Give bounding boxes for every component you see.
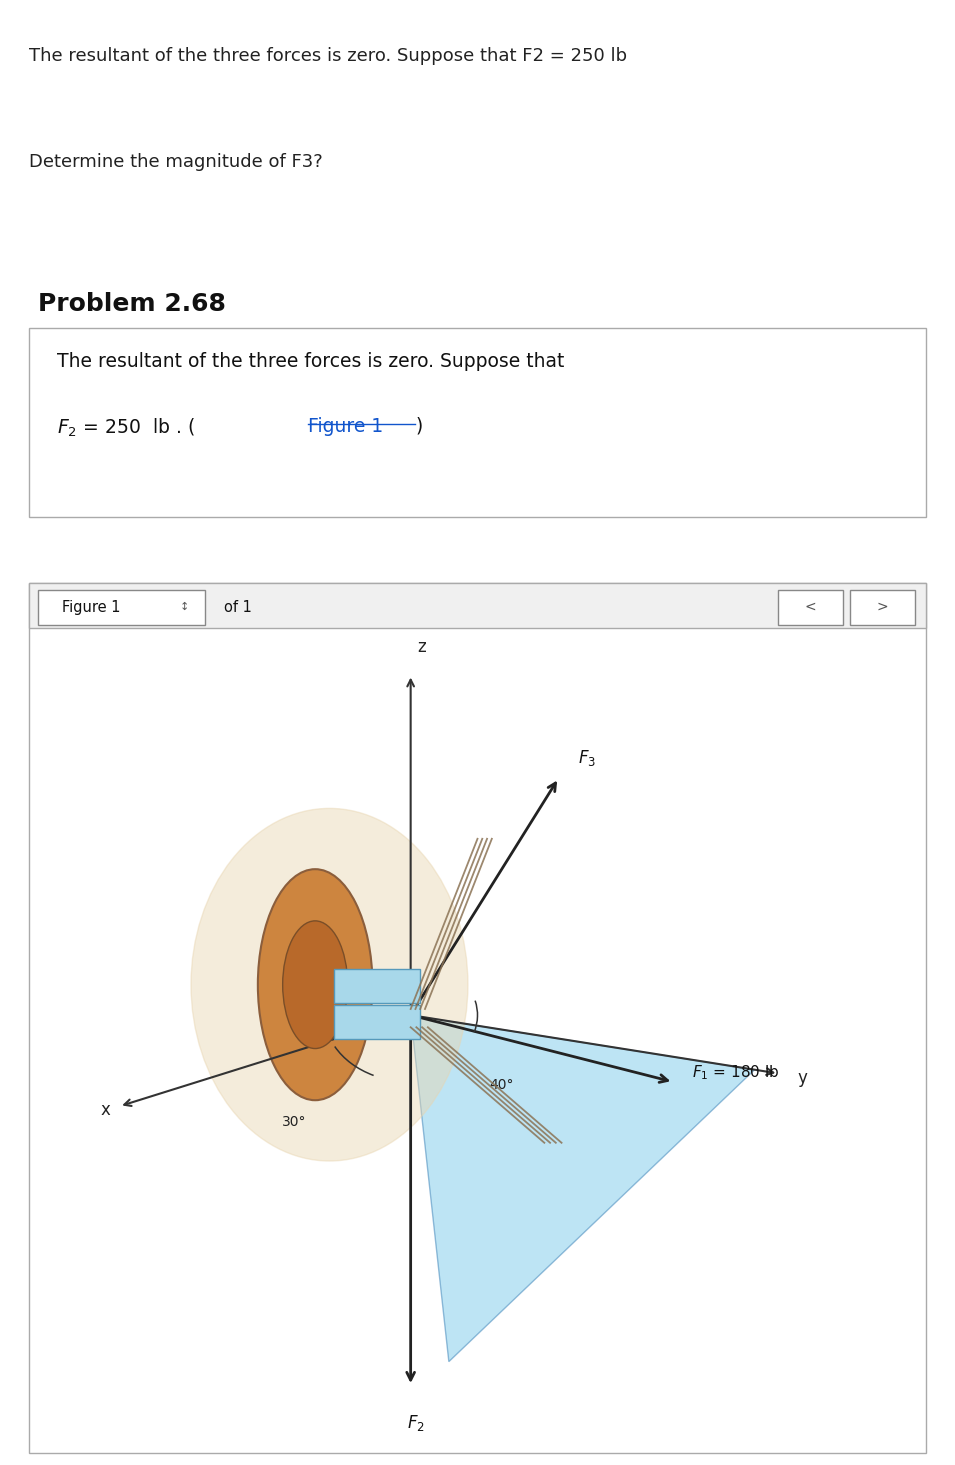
Text: The resultant of the three forces is zero. Suppose that F2 = 250 lb: The resultant of the three forces is zer… — [29, 47, 626, 66]
Text: >: > — [877, 601, 888, 614]
Text: of 1: of 1 — [224, 599, 252, 615]
Text: 30°: 30° — [282, 1115, 307, 1130]
Text: The resultant of the three forces is zero. Suppose that: The resultant of the three forces is zer… — [57, 353, 564, 372]
Text: z: z — [417, 639, 427, 656]
Text: Figure 1: Figure 1 — [62, 599, 120, 615]
Bar — [334, 1005, 420, 1040]
Text: ): ) — [415, 418, 423, 437]
Text: y: y — [797, 1069, 807, 1087]
Text: x: x — [100, 1100, 110, 1119]
Text: $F_2$: $F_2$ — [407, 1412, 424, 1433]
Polygon shape — [411, 1015, 754, 1361]
Text: ↕: ↕ — [180, 602, 189, 612]
Text: <: < — [805, 601, 817, 614]
Text: Determine the magnitude of F3?: Determine the magnitude of F3? — [29, 152, 323, 171]
FancyBboxPatch shape — [38, 589, 205, 624]
FancyBboxPatch shape — [29, 583, 926, 1453]
FancyBboxPatch shape — [29, 328, 926, 517]
Ellipse shape — [283, 921, 348, 1049]
FancyBboxPatch shape — [778, 589, 843, 624]
Circle shape — [191, 809, 468, 1160]
FancyBboxPatch shape — [850, 589, 915, 624]
Ellipse shape — [258, 869, 372, 1100]
Text: $F_3$: $F_3$ — [578, 749, 596, 768]
Text: 40°: 40° — [489, 1078, 514, 1093]
Bar — [334, 968, 420, 1004]
Text: Problem 2.68: Problem 2.68 — [38, 292, 226, 315]
Text: Figure 1: Figure 1 — [308, 418, 383, 437]
Text: $F_2$ = 250  lb . (: $F_2$ = 250 lb . ( — [57, 418, 195, 440]
Text: $F_1$ = 180 lb: $F_1$ = 180 lb — [692, 1064, 780, 1081]
Bar — [29, 583, 926, 628]
